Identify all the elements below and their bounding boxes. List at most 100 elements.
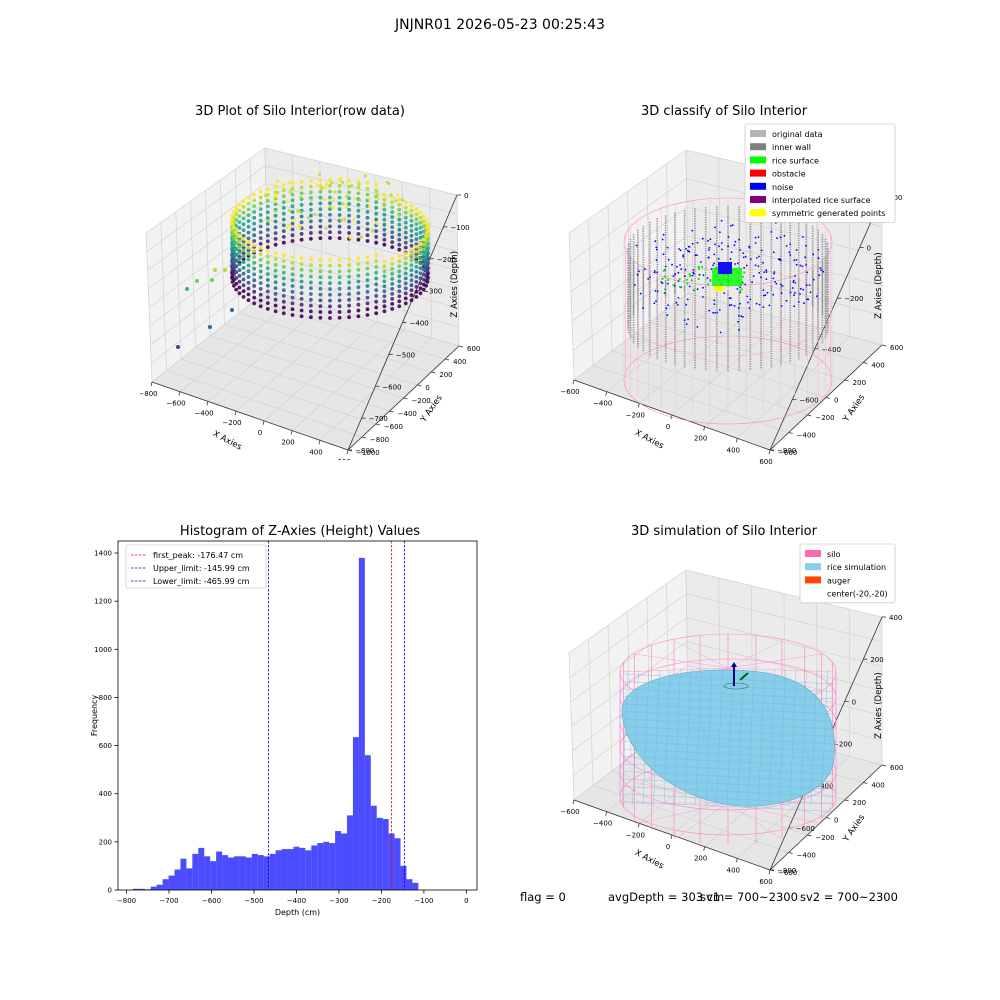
p2-noise bbox=[818, 274, 821, 276]
p1-point bbox=[397, 269, 402, 274]
p2-noise bbox=[682, 256, 685, 258]
p1-point bbox=[389, 193, 393, 197]
p1-point bbox=[309, 309, 313, 314]
p1-point bbox=[397, 254, 402, 259]
p1-x-tick bbox=[262, 420, 265, 425]
p3-x-tick-label: 0 bbox=[464, 897, 468, 905]
p1-point bbox=[252, 289, 257, 294]
p1-point bbox=[347, 303, 351, 308]
p1-point bbox=[397, 213, 401, 217]
p4-legend-label: center(-20,-20) bbox=[827, 590, 888, 599]
p2-y-axis-label: Y Axies bbox=[841, 392, 868, 424]
avg-depth-text: avgDepth = 303 cm bbox=[608, 890, 725, 904]
p1-point bbox=[403, 256, 408, 261]
panel2-title: 3D classify of Silo Interior bbox=[640, 104, 808, 119]
p1-point bbox=[397, 227, 402, 232]
p1-point bbox=[318, 304, 323, 309]
p4-y-tick bbox=[881, 764, 887, 767]
p2-x-axis-label: X Axies bbox=[633, 428, 666, 452]
p3-bar bbox=[233, 856, 240, 890]
p1-point bbox=[333, 190, 337, 194]
p1-point bbox=[365, 227, 370, 232]
p2-noise bbox=[680, 268, 683, 271]
p3-x-tick-label: −400 bbox=[287, 897, 306, 905]
p1-point bbox=[290, 192, 295, 197]
p4-legend-swatch bbox=[805, 563, 821, 571]
p1-point bbox=[347, 257, 351, 262]
p2-noise bbox=[692, 269, 695, 271]
p1-point bbox=[318, 218, 323, 223]
p1-point bbox=[409, 263, 414, 268]
p2-z-tick-label: 200 bbox=[889, 194, 902, 202]
p2-noise bbox=[730, 304, 733, 306]
p2-noise bbox=[795, 249, 798, 251]
p1-point bbox=[400, 198, 405, 202]
p2-noise bbox=[816, 295, 818, 298]
p2-noise bbox=[795, 263, 798, 266]
p3-bar bbox=[341, 833, 347, 890]
p2-noise bbox=[778, 258, 781, 260]
p1-point bbox=[299, 297, 304, 301]
p2-legend-swatch bbox=[750, 196, 766, 203]
p1-point bbox=[318, 281, 323, 285]
p2-x-tick-label: −200 bbox=[626, 411, 645, 419]
p1-point bbox=[365, 221, 370, 226]
p1-point bbox=[337, 213, 342, 217]
p1-x-tick bbox=[290, 430, 293, 435]
p1-point bbox=[241, 248, 246, 253]
p2-noise bbox=[679, 249, 682, 252]
p1-x-tick-label: 400 bbox=[309, 448, 322, 456]
p2-noise bbox=[744, 255, 747, 258]
p4-center-marker bbox=[723, 682, 749, 690]
p4-rice-mesh bbox=[716, 669, 723, 806]
p1-point bbox=[290, 215, 295, 220]
p2-noise bbox=[634, 284, 636, 286]
p1-point bbox=[382, 197, 387, 202]
p1-point bbox=[266, 219, 270, 223]
p1-point bbox=[414, 260, 419, 264]
p1-y-tick bbox=[417, 384, 422, 387]
p1-point bbox=[356, 191, 361, 196]
p2-x-tick-label: 400 bbox=[727, 446, 740, 454]
p1-point bbox=[382, 212, 387, 217]
p1-point bbox=[390, 277, 395, 281]
p3-bar bbox=[287, 849, 294, 890]
p1-point bbox=[252, 266, 257, 271]
p1-point bbox=[290, 313, 295, 317]
p2-noise bbox=[801, 236, 804, 238]
p1-point bbox=[290, 301, 295, 306]
p4-rice-mesh bbox=[821, 669, 828, 806]
p1-point bbox=[365, 266, 370, 271]
p2-noise bbox=[684, 268, 687, 271]
p2-noise bbox=[768, 304, 771, 307]
p1-point bbox=[382, 242, 387, 247]
p2-noise bbox=[803, 302, 805, 305]
p2-noise bbox=[656, 271, 659, 274]
p2-noise bbox=[794, 282, 797, 284]
p3-bar bbox=[352, 737, 359, 890]
p4-silo-roof bbox=[634, 653, 729, 669]
p2-noise bbox=[642, 307, 644, 309]
p2-rice-surface bbox=[663, 275, 666, 278]
p1-point bbox=[330, 181, 334, 185]
p1-point bbox=[337, 315, 342, 320]
p1-point bbox=[365, 215, 370, 220]
panel4-title: 3D simulation of Silo Interior bbox=[631, 524, 817, 539]
p1-point bbox=[246, 280, 251, 285]
p3-bar bbox=[245, 857, 252, 890]
p1-point bbox=[237, 285, 242, 290]
p1-point bbox=[290, 233, 295, 238]
p4-pane-left bbox=[569, 570, 688, 800]
p1-point bbox=[318, 201, 323, 206]
p1-point bbox=[337, 275, 342, 280]
p2-noise bbox=[737, 307, 740, 309]
p1-grid-y bbox=[160, 222, 363, 438]
p1-point bbox=[414, 222, 419, 227]
p1-point bbox=[347, 280, 351, 285]
p1-point bbox=[414, 250, 419, 254]
p4-rice-mesh bbox=[623, 771, 835, 782]
p2-noise bbox=[662, 233, 665, 236]
p1-point bbox=[403, 220, 408, 225]
p1-point bbox=[421, 237, 426, 242]
p1-point bbox=[356, 203, 361, 207]
